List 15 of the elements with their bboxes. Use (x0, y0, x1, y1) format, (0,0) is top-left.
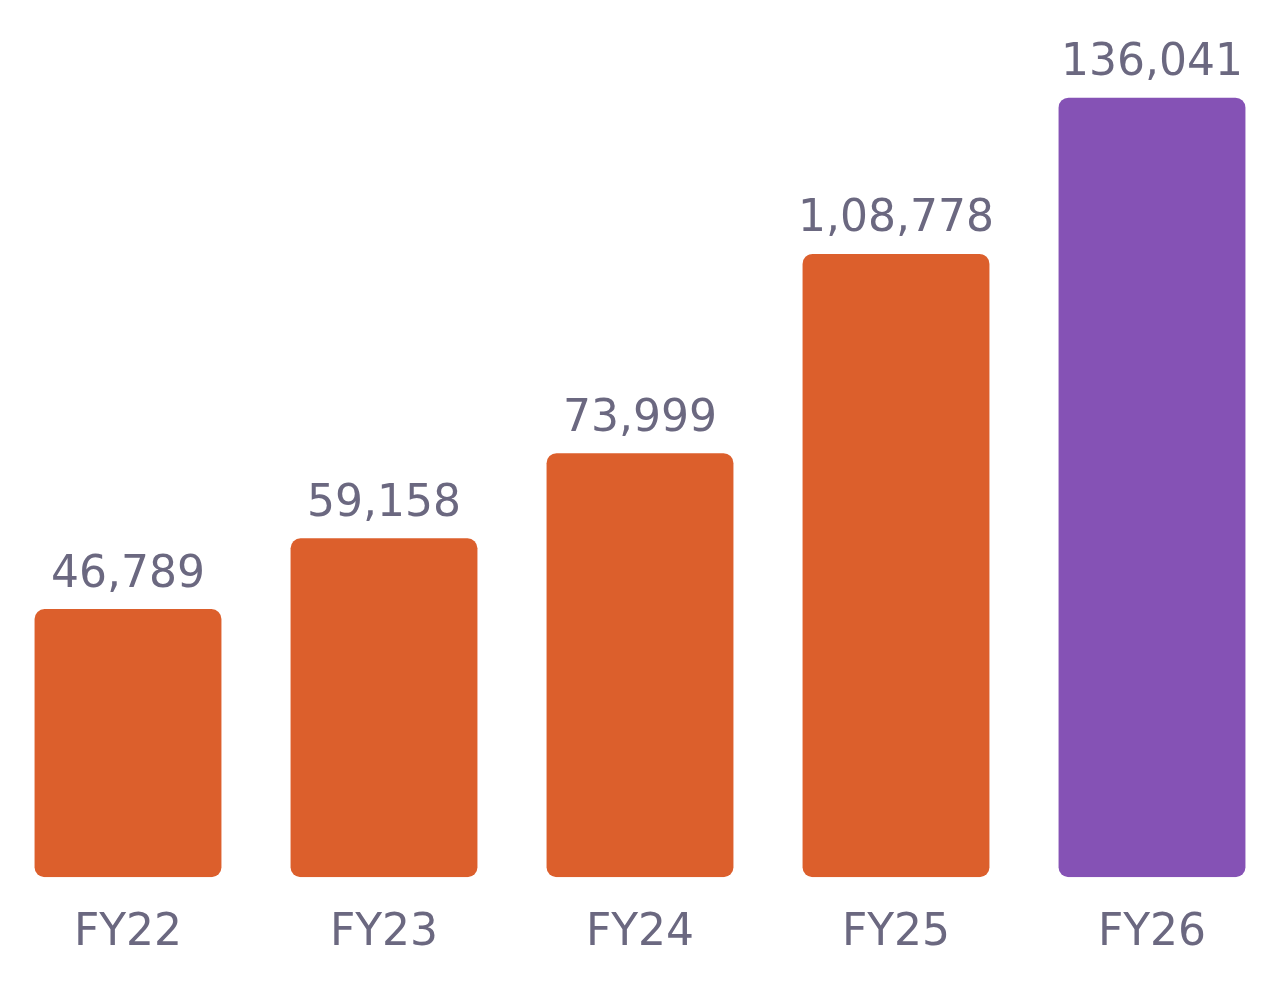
bar (546, 453, 734, 878)
x-tick-label: FY24 (585, 904, 695, 956)
x-tick-label: FY26 (1097, 904, 1207, 956)
data-label: 59,158 (307, 474, 461, 526)
x-tick-label: FY25 (841, 904, 951, 956)
x-tick-label: FY23 (329, 904, 439, 956)
bar (1058, 97, 1246, 878)
x-tick-label: FY22 (73, 904, 183, 956)
bar (290, 538, 478, 878)
data-label: 136,041 (1061, 34, 1243, 86)
bar (802, 253, 990, 878)
data-label: 46,789 (51, 545, 205, 597)
bar (34, 609, 222, 878)
data-label: 1,08,778 (798, 190, 994, 242)
data-label: 73,999 (563, 389, 717, 441)
